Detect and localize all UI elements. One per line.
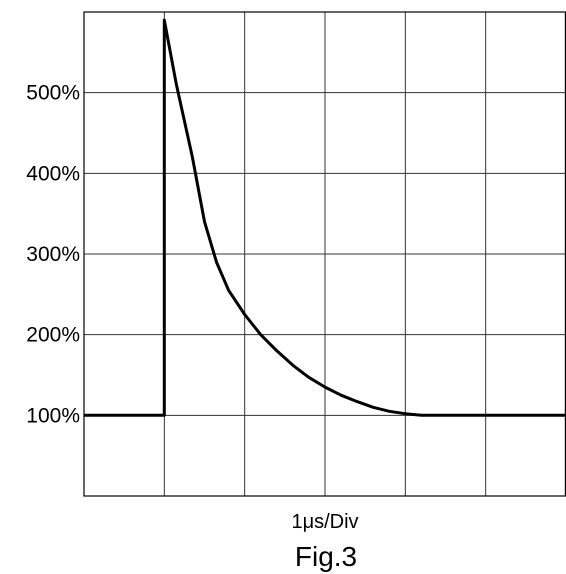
y-tick-label: 100% bbox=[26, 404, 80, 427]
plot-frame bbox=[83, 11, 566, 497]
chart-grid bbox=[84, 12, 566, 496]
y-tick-label: 500% bbox=[26, 82, 80, 105]
y-tick-label: 400% bbox=[26, 162, 80, 185]
series-line bbox=[84, 18, 566, 417]
y-tick-label: 300% bbox=[26, 243, 80, 266]
y-tick-labels: 100% 200% 300% 400% 500% bbox=[26, 82, 80, 428]
x-axis-label: 1μs/Div bbox=[291, 511, 358, 533]
series-group bbox=[84, 18, 566, 417]
figure-caption: Fig.3 bbox=[295, 541, 357, 572]
y-tick-label: 200% bbox=[26, 324, 80, 347]
